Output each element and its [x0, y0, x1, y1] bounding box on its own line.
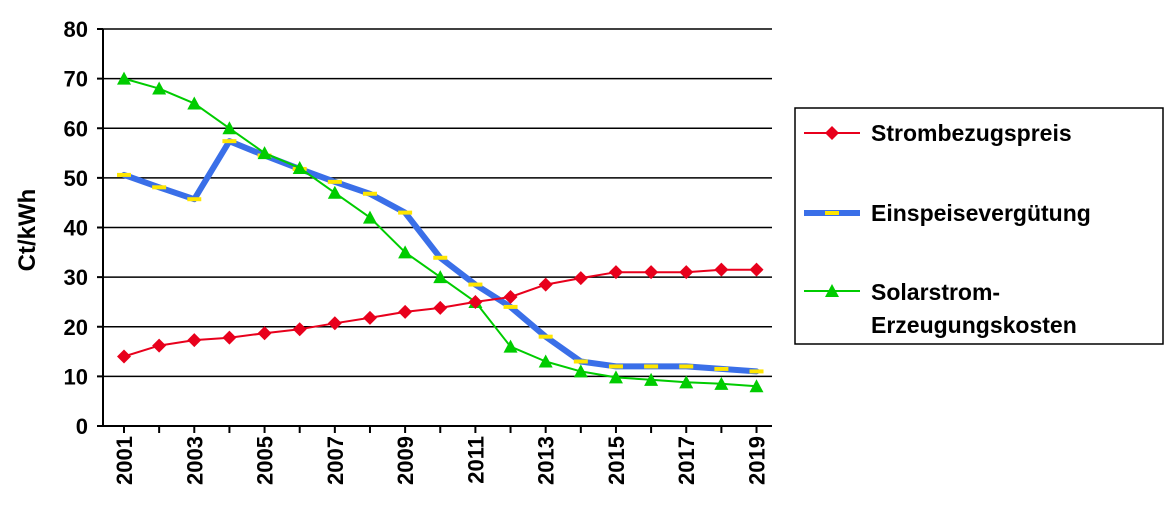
data-point: [117, 349, 131, 364]
x-tick-labels: 2001 2003 2005 2007 2009 2011 2013 2015 2017 2019: [112, 426, 770, 485]
data-point: [433, 255, 448, 260]
legend-label-solarstrom-line2: Erzeugungskosten: [871, 312, 1077, 338]
data-point: [152, 81, 167, 95]
data-point: [503, 289, 518, 304]
x-tick-label: 2015: [604, 436, 629, 485]
data-point: [327, 179, 342, 184]
data-point: [222, 330, 237, 345]
x-tick-label: 2017: [674, 436, 699, 485]
data-point: [292, 322, 307, 337]
data-point: [362, 191, 377, 196]
data-point: [714, 366, 729, 371]
x-tick-label: 2001: [112, 436, 137, 485]
legend-marker-solarstrom: [825, 284, 839, 297]
legend-marker-strombezugspreis: [825, 126, 839, 140]
x-tick-label: 2011: [463, 436, 488, 484]
data-point: [117, 172, 131, 177]
legend-box: [794, 107, 1164, 345]
data-point: [608, 265, 623, 280]
data-point: [608, 370, 623, 384]
data-point: [468, 282, 483, 287]
data-point: [187, 333, 202, 348]
data-point: [538, 334, 553, 339]
data-point: [327, 185, 342, 199]
series-line: [123, 77, 758, 388]
data-point: [749, 379, 764, 393]
legend: Strombezugspreis Einspeisevergütung Sola…: [794, 107, 1164, 345]
legend-item-strombezugspreis: Strombezugspreis: [804, 120, 1072, 146]
data-point: [573, 271, 588, 286]
x-tick-label: 2005: [253, 436, 278, 485]
y-tick-label: 30: [64, 265, 88, 290]
data-point: [749, 369, 764, 374]
y-tick-label: 10: [64, 364, 88, 389]
data-point: [433, 270, 448, 284]
data-point: [187, 197, 202, 202]
data-point: [398, 210, 413, 215]
data-point: [222, 121, 237, 135]
gridlines: [103, 28, 772, 378]
legend-item-einspeiseverguetung: Einspeisevergütung: [804, 200, 1091, 226]
y-tick-label: 60: [64, 116, 88, 141]
data-point: [714, 262, 729, 277]
x-tick-label: 2007: [323, 436, 348, 485]
y-tick-label: 40: [64, 216, 88, 241]
data-point: [398, 304, 413, 319]
legend-label-solarstrom-line1: Solarstrom-: [871, 279, 1000, 305]
data-point: [257, 326, 272, 341]
data-point: [608, 364, 623, 369]
data-point: [152, 338, 167, 353]
data-point: [538, 277, 553, 292]
data-point: [433, 300, 448, 315]
data-point: [714, 376, 729, 390]
data-point: [679, 265, 694, 280]
legend-marker-einspeiseverguetung: [825, 211, 839, 215]
y-tick-label: 70: [64, 67, 88, 92]
data-point: [117, 71, 131, 85]
legend-item-solarstrom: Solarstrom- Erzeugungskosten: [804, 279, 1077, 338]
legend-label-einspeiseverguetung: Einspeisevergütung: [871, 200, 1091, 226]
y-tick-label: 0: [76, 414, 88, 439]
data-point: [503, 339, 518, 353]
data-point: [573, 359, 588, 364]
x-tick-label: 2009: [393, 436, 418, 485]
y-tick-label: 20: [64, 315, 88, 340]
data-point: [573, 364, 588, 378]
data-point: [327, 316, 342, 331]
series-2: [117, 71, 764, 393]
data-point: [644, 364, 659, 369]
data-point: [398, 245, 413, 259]
y-tick-label: 80: [64, 17, 88, 42]
data-point: [749, 262, 764, 277]
data-point: [362, 310, 377, 325]
data-point: [187, 96, 202, 110]
x-tick-label: 2003: [182, 436, 207, 485]
data-point: [503, 304, 518, 309]
y-axis-label: Ct/kWh: [14, 189, 41, 272]
y-tick-labels: 0 10 20 30 40 50 60 70 80: [64, 17, 103, 439]
data-point: [468, 294, 483, 309]
data-point: [679, 375, 694, 389]
x-tick-label: 2019: [745, 436, 770, 485]
series-0: [117, 262, 764, 364]
series-layer: [117, 71, 764, 393]
data-point: [152, 185, 167, 190]
data-point: [257, 146, 272, 160]
legend-label-strombezugspreis: Strombezugspreis: [871, 120, 1072, 146]
x-tick-label: 2013: [534, 436, 559, 485]
data-point: [679, 364, 694, 369]
data-point: [644, 265, 659, 280]
data-point: [222, 139, 237, 144]
data-point: [292, 160, 307, 174]
y-tick-label: 50: [64, 166, 88, 191]
data-point: [538, 354, 553, 368]
data-point: [362, 210, 377, 224]
data-point: [644, 372, 659, 386]
